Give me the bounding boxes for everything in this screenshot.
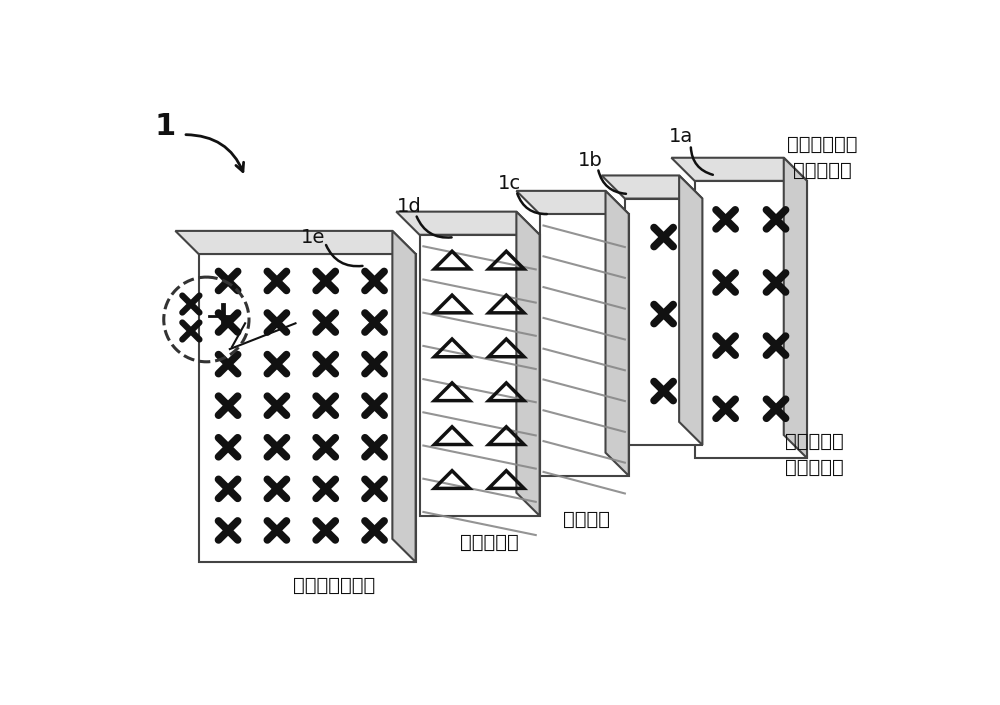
Polygon shape — [679, 176, 702, 445]
Text: 1a: 1a — [669, 128, 694, 147]
Text: 1b: 1b — [578, 151, 602, 170]
FancyArrowPatch shape — [691, 147, 713, 175]
Polygon shape — [199, 254, 416, 562]
FancyArrowPatch shape — [517, 193, 547, 214]
Polygon shape — [175, 231, 416, 254]
FancyArrowPatch shape — [326, 245, 362, 266]
Text: 1: 1 — [155, 113, 176, 142]
Polygon shape — [540, 214, 629, 476]
Polygon shape — [695, 181, 807, 458]
FancyArrowPatch shape — [598, 171, 626, 194]
Polygon shape — [392, 231, 416, 562]
Text: 无线电阵列: 无线电阵列 — [460, 533, 519, 552]
Polygon shape — [516, 212, 540, 516]
Polygon shape — [671, 158, 807, 181]
Text: 1c: 1c — [498, 173, 521, 192]
Polygon shape — [602, 176, 702, 199]
FancyArrowPatch shape — [417, 216, 452, 238]
FancyArrowPatch shape — [186, 135, 244, 171]
Polygon shape — [784, 158, 807, 458]
Polygon shape — [396, 212, 540, 235]
Polygon shape — [516, 191, 629, 214]
Text: 1e: 1e — [301, 228, 326, 247]
Text: 在基带处形成
的虚拟端口: 在基带处形成 的虚拟端口 — [787, 135, 858, 180]
Polygon shape — [625, 199, 702, 445]
Text: 1d: 1d — [397, 197, 422, 216]
Text: 物理元件的阵列: 物理元件的阵列 — [293, 575, 375, 594]
Polygon shape — [606, 191, 629, 476]
Text: 端口减少: 端口减少 — [563, 510, 610, 529]
Polygon shape — [420, 235, 540, 516]
Text: 可以从基带
接入的端口: 可以从基带 接入的端口 — [785, 431, 844, 477]
